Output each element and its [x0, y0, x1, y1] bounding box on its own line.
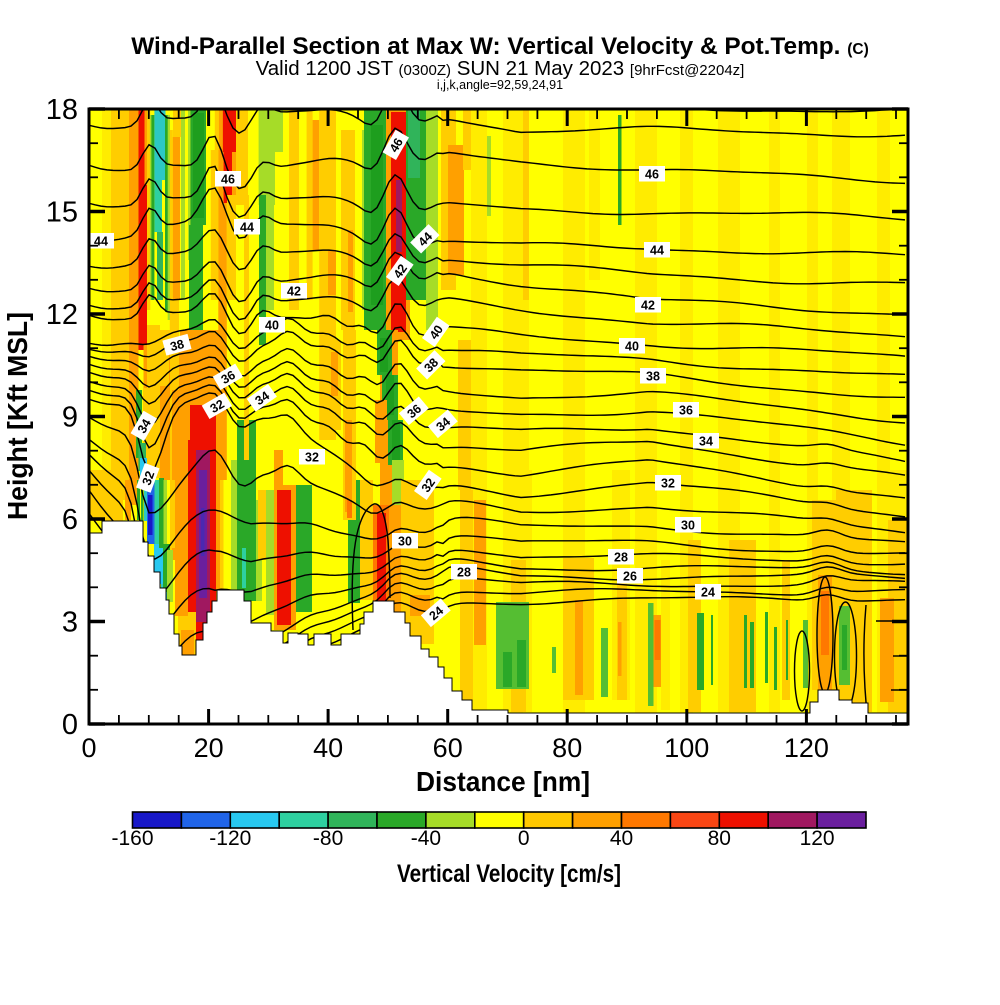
svg-text:34: 34	[699, 435, 713, 449]
svg-text:Valid 1200 JST (0300Z) SUN 21: Valid 1200 JST (0300Z) SUN 21 May 2023 […	[256, 57, 745, 80]
svg-text:Vertical Velocity [cm/s]: Vertical Velocity [cm/s]	[397, 860, 621, 888]
svg-text:34: 34	[135, 417, 154, 436]
svg-text:Distance [nm]: Distance [nm]	[416, 766, 590, 797]
svg-text:-160: -160	[111, 827, 153, 850]
svg-text:32: 32	[208, 397, 227, 416]
svg-text:40: 40	[610, 827, 633, 850]
svg-text:Height [Kft MSL]: Height [Kft MSL]	[2, 312, 33, 520]
svg-text:32: 32	[140, 469, 158, 487]
svg-text:46: 46	[387, 136, 406, 155]
svg-text:40: 40	[625, 340, 639, 354]
svg-text:120: 120	[800, 827, 835, 850]
svg-text:60: 60	[433, 733, 463, 763]
svg-text:Wind-Parallel Section at Max W: Wind-Parallel Section at Max W: Vertical…	[131, 33, 869, 60]
svg-text:34: 34	[253, 389, 272, 408]
svg-text:42: 42	[641, 299, 655, 313]
svg-text:15: 15	[46, 197, 78, 229]
svg-text:12: 12	[46, 299, 78, 331]
svg-text:24: 24	[701, 586, 715, 600]
svg-text:30: 30	[681, 519, 695, 533]
svg-text:0: 0	[62, 709, 78, 741]
svg-text:i,j,k,angle=92,59,24,91: i,j,k,angle=92,59,24,91	[437, 78, 563, 92]
svg-text:80: 80	[708, 827, 731, 850]
svg-text:44: 44	[650, 244, 664, 258]
svg-text:30: 30	[398, 535, 412, 549]
svg-text:-80: -80	[313, 827, 343, 850]
svg-text:40: 40	[313, 733, 343, 763]
svg-text:6: 6	[62, 504, 78, 536]
svg-text:38: 38	[169, 337, 186, 354]
svg-text:42: 42	[287, 285, 301, 299]
svg-text:80: 80	[552, 733, 582, 763]
svg-text:32: 32	[419, 476, 438, 495]
svg-text:28: 28	[457, 566, 471, 580]
svg-text:40: 40	[427, 323, 446, 342]
svg-text:42: 42	[391, 262, 410, 281]
svg-text:120: 120	[784, 733, 829, 763]
svg-text:0: 0	[81, 733, 96, 763]
svg-text:46: 46	[221, 173, 235, 187]
svg-text:38: 38	[646, 370, 660, 384]
svg-text:18: 18	[46, 94, 78, 126]
svg-text:46: 46	[645, 168, 659, 182]
svg-text:-40: -40	[411, 827, 441, 850]
svg-text:3: 3	[62, 607, 78, 639]
svg-text:-120: -120	[209, 827, 251, 850]
svg-text:20: 20	[194, 733, 224, 763]
svg-text:0: 0	[518, 827, 530, 850]
svg-text:9: 9	[62, 402, 78, 434]
svg-text:32: 32	[305, 451, 319, 465]
svg-text:26: 26	[623, 570, 637, 584]
svg-text:100: 100	[664, 733, 709, 763]
svg-text:36: 36	[679, 404, 693, 418]
svg-text:28: 28	[614, 551, 628, 565]
svg-text:36: 36	[219, 368, 238, 387]
svg-text:44: 44	[240, 221, 254, 235]
svg-text:32: 32	[661, 477, 675, 491]
svg-text:40: 40	[265, 319, 279, 333]
